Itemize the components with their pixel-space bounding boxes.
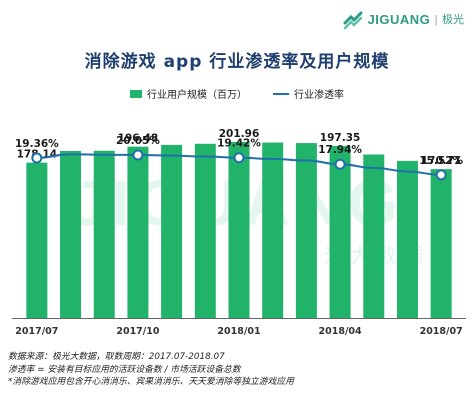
bar	[295, 143, 317, 318]
bar-label: 201.96	[219, 128, 260, 140]
note-source: 数据来源：极光大数据，取数周期：2017.07-2018.07	[8, 352, 225, 362]
legend-swatch-line	[273, 92, 289, 95]
line-point	[435, 169, 447, 181]
bar	[60, 151, 82, 318]
line-point	[132, 149, 144, 161]
x-tick-label: 2018/04	[319, 326, 363, 337]
bar	[430, 169, 452, 318]
legend-label-penetration: 行业渗透率	[294, 90, 344, 101]
line-label: 15.52%	[419, 155, 463, 167]
bar	[329, 145, 351, 318]
logo-text: JIGUANG	[367, 11, 431, 27]
line-label: 19.36%	[15, 138, 59, 150]
bar	[161, 144, 183, 318]
chart-notes: 数据来源：极光大数据，取数周期：2017.07-2018.07 渗透率 = 安装…	[8, 351, 294, 389]
bar	[93, 150, 115, 318]
bar-label: 196.48	[118, 133, 159, 145]
line-point	[31, 152, 43, 164]
line-point	[233, 152, 245, 164]
bar	[127, 146, 149, 318]
line-label: 19.42%	[217, 138, 261, 150]
line-point	[334, 158, 346, 170]
note-definition: 渗透率 = 安装有目标应用的活跃设备数 / 市场活跃设备总数	[8, 364, 241, 375]
bar-label: 170.71	[421, 155, 462, 167]
chart-legend: 行业用户规模（百万） 行业渗透率	[0, 86, 474, 101]
legend-label-users: 行业用户规模（百万）	[147, 90, 247, 101]
bar	[363, 154, 385, 318]
logo-separator: |	[434, 12, 438, 26]
bar-label: 197.35	[320, 132, 361, 144]
x-tick-label: 2017/10	[116, 326, 160, 337]
logo-cn: 极光	[442, 13, 464, 26]
legend-swatch-bar	[130, 89, 142, 98]
jiguang-logo: JIGUANG | 极光	[342, 8, 464, 30]
x-tick-label: 2018/01	[217, 326, 260, 337]
bar	[194, 143, 216, 318]
bar	[26, 162, 48, 318]
logo-mark-icon	[343, 11, 363, 30]
bar	[228, 141, 250, 318]
chart-title: 消除游戏 app 行业渗透率及用户规模	[84, 52, 390, 72]
legend-item-penetration: 行业渗透率	[273, 86, 344, 101]
x-tick-label: 2018/07	[420, 326, 463, 337]
note-scope: *消除游戏应用包含开心消消乐、宾果消消乐、天天爱消除等独立游戏应用	[8, 377, 294, 387]
bar	[262, 142, 284, 318]
legend-item-users: 行业用户规模（百万）	[130, 86, 247, 101]
line-label: 20.05%	[116, 135, 160, 147]
line-label: 17.94%	[318, 144, 362, 156]
x-tick-label: 2017/07	[15, 326, 58, 337]
bar	[396, 160, 418, 318]
